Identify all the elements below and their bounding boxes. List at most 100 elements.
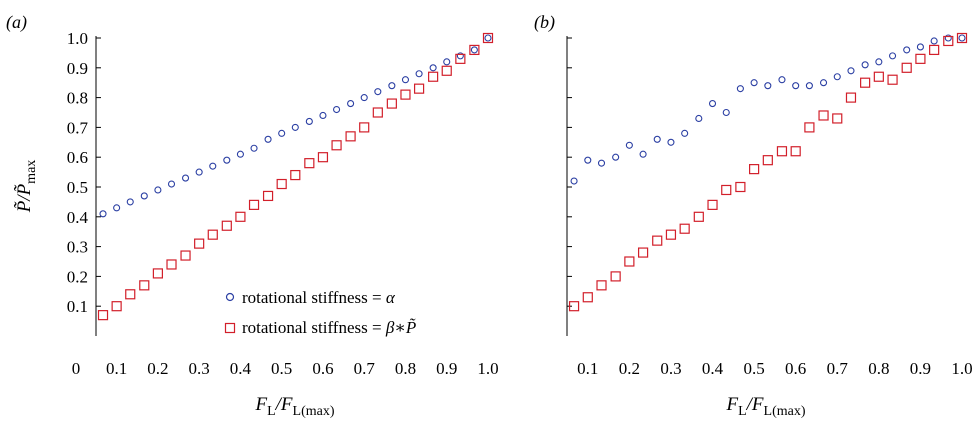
x-tick-label-b-2: 0.3 bbox=[660, 359, 681, 378]
point-square-a-22 bbox=[400, 89, 411, 100]
point-circle-b-11 bbox=[722, 108, 730, 117]
point-square-a-3 bbox=[139, 280, 150, 291]
point-square-a-26 bbox=[455, 53, 466, 64]
panel-label-b: (b) bbox=[534, 12, 555, 33]
legend-circle-text: rotational stiffness = bbox=[242, 288, 386, 307]
point-square-b-22 bbox=[873, 71, 884, 82]
point-circle-a-6 bbox=[181, 174, 190, 182]
point-square-a-5 bbox=[166, 259, 177, 270]
point-circle-b-25 bbox=[916, 43, 924, 51]
point-square-b-16 bbox=[790, 146, 801, 157]
point-square-a-27 bbox=[469, 44, 480, 56]
point-circle-b-0 bbox=[570, 177, 578, 185]
point-circle-b-12 bbox=[736, 85, 744, 93]
x-tick-label-a-3: 0.4 bbox=[230, 359, 252, 378]
legend-square-text: rotational stiffness = bbox=[242, 318, 386, 337]
x-tick-label-b-9: 1.0 bbox=[951, 359, 972, 378]
point-square-a-0 bbox=[97, 310, 109, 321]
legend-circle-marker bbox=[225, 292, 235, 302]
point-square-b-14 bbox=[762, 155, 773, 166]
panel-b: (b) 0.1 0.2 0.3 0.4 0.5 0.6 0.7 0.8 0.9 1.0 FL/FL… bbox=[534, 12, 973, 419]
point-square-a-8 bbox=[207, 229, 218, 240]
point-circle-a-24 bbox=[429, 64, 437, 72]
point-square-b-3 bbox=[610, 271, 621, 282]
point-square-b-24 bbox=[901, 62, 912, 73]
point-circle-a-2 bbox=[126, 198, 134, 206]
point-circle-b-20 bbox=[847, 67, 855, 75]
point-square-b-6 bbox=[652, 235, 663, 246]
point-circle-a-11 bbox=[250, 144, 258, 152]
legend-square-label: rotational stiffness = β∗P̃ bbox=[242, 318, 416, 337]
y-axis-label-a: P̃/P̃max bbox=[14, 160, 39, 214]
legend-square-marker bbox=[224, 322, 236, 334]
x-tick-label-b-6: 0.7 bbox=[827, 359, 849, 378]
y-tick-label-a-0: 0 bbox=[72, 359, 81, 378]
x-label-a-main2: /F bbox=[275, 394, 293, 415]
point-circle-a-13 bbox=[278, 129, 286, 137]
x-label-b-sub1: L bbox=[738, 404, 747, 419]
point-circle-b-13 bbox=[750, 79, 758, 87]
x-tick-label-a-1: 0.2 bbox=[147, 359, 168, 378]
point-square-b-27 bbox=[943, 35, 954, 47]
point-square-b-7 bbox=[665, 229, 677, 240]
point-circle-a-27 bbox=[470, 46, 478, 54]
point-circle-b-18 bbox=[819, 79, 828, 87]
point-square-b-13 bbox=[749, 164, 760, 175]
y-label-main: P̃/P̃ bbox=[14, 183, 35, 213]
x-tick-label-b-4: 0.5 bbox=[743, 359, 764, 378]
point-circle-b-23 bbox=[889, 52, 897, 60]
point-square-a-7 bbox=[194, 238, 205, 249]
point-circle-a-8 bbox=[209, 162, 217, 170]
x-tick-label-b-3: 0.4 bbox=[702, 359, 724, 378]
y-tick-label-a-3: 0.3 bbox=[67, 238, 88, 257]
x-tick-label-b-0: 0.1 bbox=[577, 359, 598, 378]
x-tick-label-a-5: 0.6 bbox=[312, 359, 333, 378]
point-circle-b-8 bbox=[681, 129, 689, 137]
legend-square-symbol: β∗P̃ bbox=[385, 318, 416, 337]
tick-group-b: 0.1 0.2 0.3 0.4 0.5 0.6 0.7 0.8 0.9 1.0 bbox=[567, 37, 973, 378]
point-circle-a-17 bbox=[333, 105, 341, 114]
x-tick-label-a-9: 1.0 bbox=[477, 359, 498, 378]
point-square-b-20 bbox=[845, 92, 857, 103]
tick-group-a: 0.1 0.2 0.3 0.4 0.5 0.6 0.7 0.8 0.9 1.0 0 0.1 0.2 0.3… bbox=[67, 29, 499, 378]
point-square-b-9 bbox=[693, 211, 704, 222]
x-tick-label-b-8: 0.9 bbox=[910, 359, 931, 378]
point-circle-a-3 bbox=[140, 192, 148, 200]
point-circle-b-10 bbox=[708, 100, 717, 108]
point-square-a-14 bbox=[290, 169, 301, 181]
point-square-a-12 bbox=[262, 190, 274, 202]
point-square-b-5 bbox=[637, 247, 649, 258]
x-label-b-main1: F bbox=[725, 394, 738, 415]
point-circle-a-1 bbox=[113, 204, 121, 212]
point-square-a-17 bbox=[331, 140, 342, 151]
point-circle-a-19 bbox=[360, 94, 368, 102]
point-square-b-18 bbox=[818, 110, 829, 121]
y-tick-label-a-1: 0.1 bbox=[67, 297, 88, 316]
point-square-b-8 bbox=[679, 223, 690, 234]
point-circle-b-27 bbox=[944, 34, 952, 42]
point-circle-b-16 bbox=[792, 82, 800, 90]
point-circle-a-28 bbox=[484, 34, 492, 42]
point-square-a-2 bbox=[125, 289, 136, 300]
x-tick-label-b-5: 0.6 bbox=[785, 359, 806, 378]
legend-circle-symbol: α bbox=[386, 288, 396, 307]
point-circle-a-18 bbox=[347, 100, 355, 108]
y-tick-label-a-7: 0.7 bbox=[67, 118, 89, 137]
point-circle-b-26 bbox=[930, 37, 938, 45]
point-circle-b-3 bbox=[612, 153, 620, 161]
x-tick-label-a-4: 0.5 bbox=[271, 359, 292, 378]
point-square-a-15 bbox=[304, 158, 315, 169]
point-square-a-19 bbox=[359, 122, 370, 133]
point-square-b-28 bbox=[956, 32, 968, 44]
point-square-b-25 bbox=[915, 53, 926, 64]
point-square-b-26 bbox=[929, 44, 940, 56]
point-circle-a-23 bbox=[415, 70, 423, 78]
x-axis-label-a: FL/FL(max) bbox=[254, 394, 334, 419]
point-circle-a-25 bbox=[443, 58, 451, 66]
point-circle-b-21 bbox=[861, 61, 869, 69]
point-square-a-21 bbox=[386, 98, 397, 109]
point-square-b-19 bbox=[832, 113, 843, 124]
point-circle-a-7 bbox=[195, 168, 203, 176]
point-circle-a-10 bbox=[236, 150, 244, 158]
